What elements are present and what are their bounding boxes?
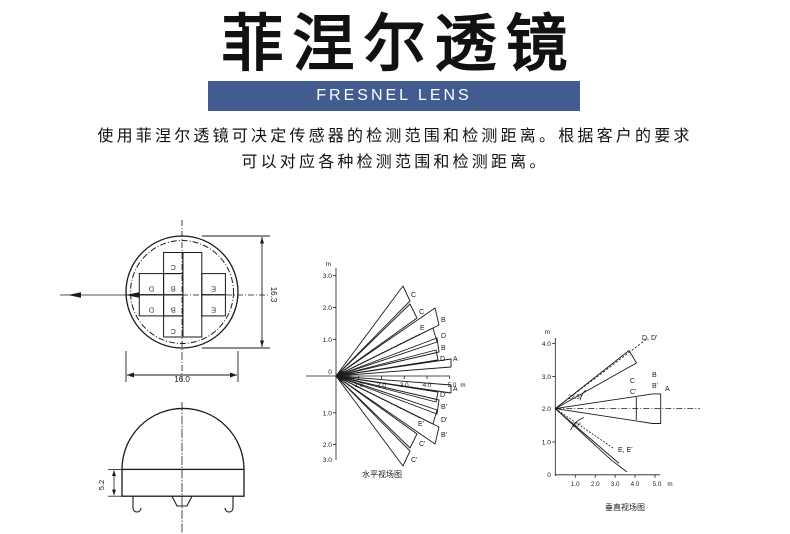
svg-text:E': E' [418, 421, 424, 428]
svg-text:1.0: 1.0 [323, 410, 333, 417]
svg-text:4.0: 4.0 [631, 481, 640, 488]
svg-text:m: m [326, 261, 331, 268]
svg-text:B: B [441, 345, 446, 352]
svg-text:C: C [170, 327, 176, 336]
svg-text:0: 0 [328, 369, 332, 376]
svg-text:B: B [171, 306, 176, 315]
svg-text:C: C [630, 378, 635, 385]
svg-text:1.0: 1.0 [571, 481, 580, 488]
svg-text:16.0: 16.0 [174, 375, 190, 384]
svg-text:B: B [171, 285, 176, 294]
svg-text:D: D [440, 356, 445, 363]
svg-text:m: m [545, 329, 550, 336]
svg-text:B: B [652, 372, 657, 379]
svg-text:3.0: 3.0 [611, 481, 620, 488]
svg-text:0: 0 [547, 472, 551, 479]
svg-text:2.0: 2.0 [591, 481, 600, 488]
svg-text:3.0: 3.0 [542, 374, 552, 381]
svg-text:m: m [667, 481, 672, 488]
svg-text:30°: 30° [572, 423, 582, 429]
svg-text:A: A [665, 386, 670, 393]
svg-text:C: C [411, 292, 416, 299]
svg-text:3.0: 3.0 [323, 457, 333, 464]
svg-text:B': B' [441, 432, 447, 439]
svg-text:4.0: 4.0 [542, 341, 552, 348]
svg-text:1.0: 1.0 [323, 337, 333, 344]
svg-text:D: D [148, 285, 154, 294]
svg-text:D': D' [441, 417, 447, 424]
svg-text:C': C' [411, 457, 417, 464]
svg-text:E, E': E, E' [618, 447, 633, 454]
svg-text:B': B' [652, 383, 658, 390]
svg-text:E: E [420, 325, 425, 332]
svg-text:16.3: 16.3 [269, 287, 278, 303]
svg-text:C: C [419, 309, 424, 316]
svg-text:B: B [441, 317, 446, 324]
svg-text:D, D': D, D' [642, 335, 657, 342]
svg-text:B': B' [441, 404, 447, 411]
svg-text:2.0: 2.0 [323, 305, 333, 312]
svg-text:2.0: 2.0 [542, 406, 552, 413]
svg-text:C': C' [630, 389, 636, 396]
svg-text:D: D [148, 306, 154, 315]
svg-text:C: C [170, 263, 176, 272]
svg-text:E: E [211, 306, 216, 315]
svg-text:5.2: 5.2 [97, 480, 106, 490]
svg-text:A: A [453, 356, 458, 363]
svg-text:m: m [460, 382, 465, 389]
svg-text:3.0: 3.0 [323, 273, 333, 280]
svg-text:C': C' [419, 441, 425, 448]
svg-text:A: A [453, 386, 458, 393]
svg-text:垂直视场图: 垂直视场图 [605, 502, 645, 512]
svg-text:D: D [441, 333, 446, 340]
svg-text:E: E [211, 285, 216, 294]
svg-text:1.0: 1.0 [542, 440, 552, 447]
svg-text:D': D' [440, 392, 446, 399]
svg-text:2.0: 2.0 [323, 442, 333, 449]
svg-text:22.5°: 22.5° [568, 395, 583, 401]
svg-text:5.0: 5.0 [653, 481, 662, 488]
svg-text:水平视场图: 水平视场图 [362, 469, 402, 479]
